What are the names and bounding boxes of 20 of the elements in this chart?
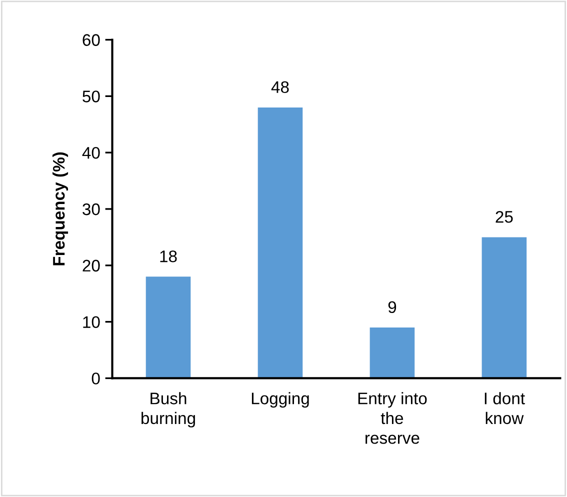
y-axis-title: Frequency (%) bbox=[52, 152, 68, 266]
y-tick-label: 40 bbox=[82, 146, 100, 159]
data-label: 9 bbox=[388, 301, 396, 314]
data-label: 25 bbox=[496, 210, 513, 223]
data-label: 48 bbox=[271, 81, 289, 94]
y-tick-label: 60 bbox=[82, 34, 100, 46]
y-tick-label: 20 bbox=[82, 260, 100, 272]
y-tick-label: 30 bbox=[82, 203, 100, 216]
bar bbox=[258, 107, 303, 378]
x-tick-label: Entry into the reserve bbox=[358, 392, 427, 444]
x-tick-label: Logging bbox=[252, 392, 309, 408]
bar bbox=[370, 327, 415, 378]
y-tick-label: 50 bbox=[82, 90, 100, 102]
y-tick-label: 10 bbox=[83, 316, 100, 328]
data-label: 18 bbox=[160, 250, 177, 262]
bar bbox=[146, 276, 191, 378]
x-tick-label: I dont know bbox=[484, 392, 525, 424]
x-tick-label: Bush burning bbox=[142, 392, 195, 428]
bar bbox=[482, 237, 527, 378]
y-tick-label: 0 bbox=[92, 372, 100, 384]
